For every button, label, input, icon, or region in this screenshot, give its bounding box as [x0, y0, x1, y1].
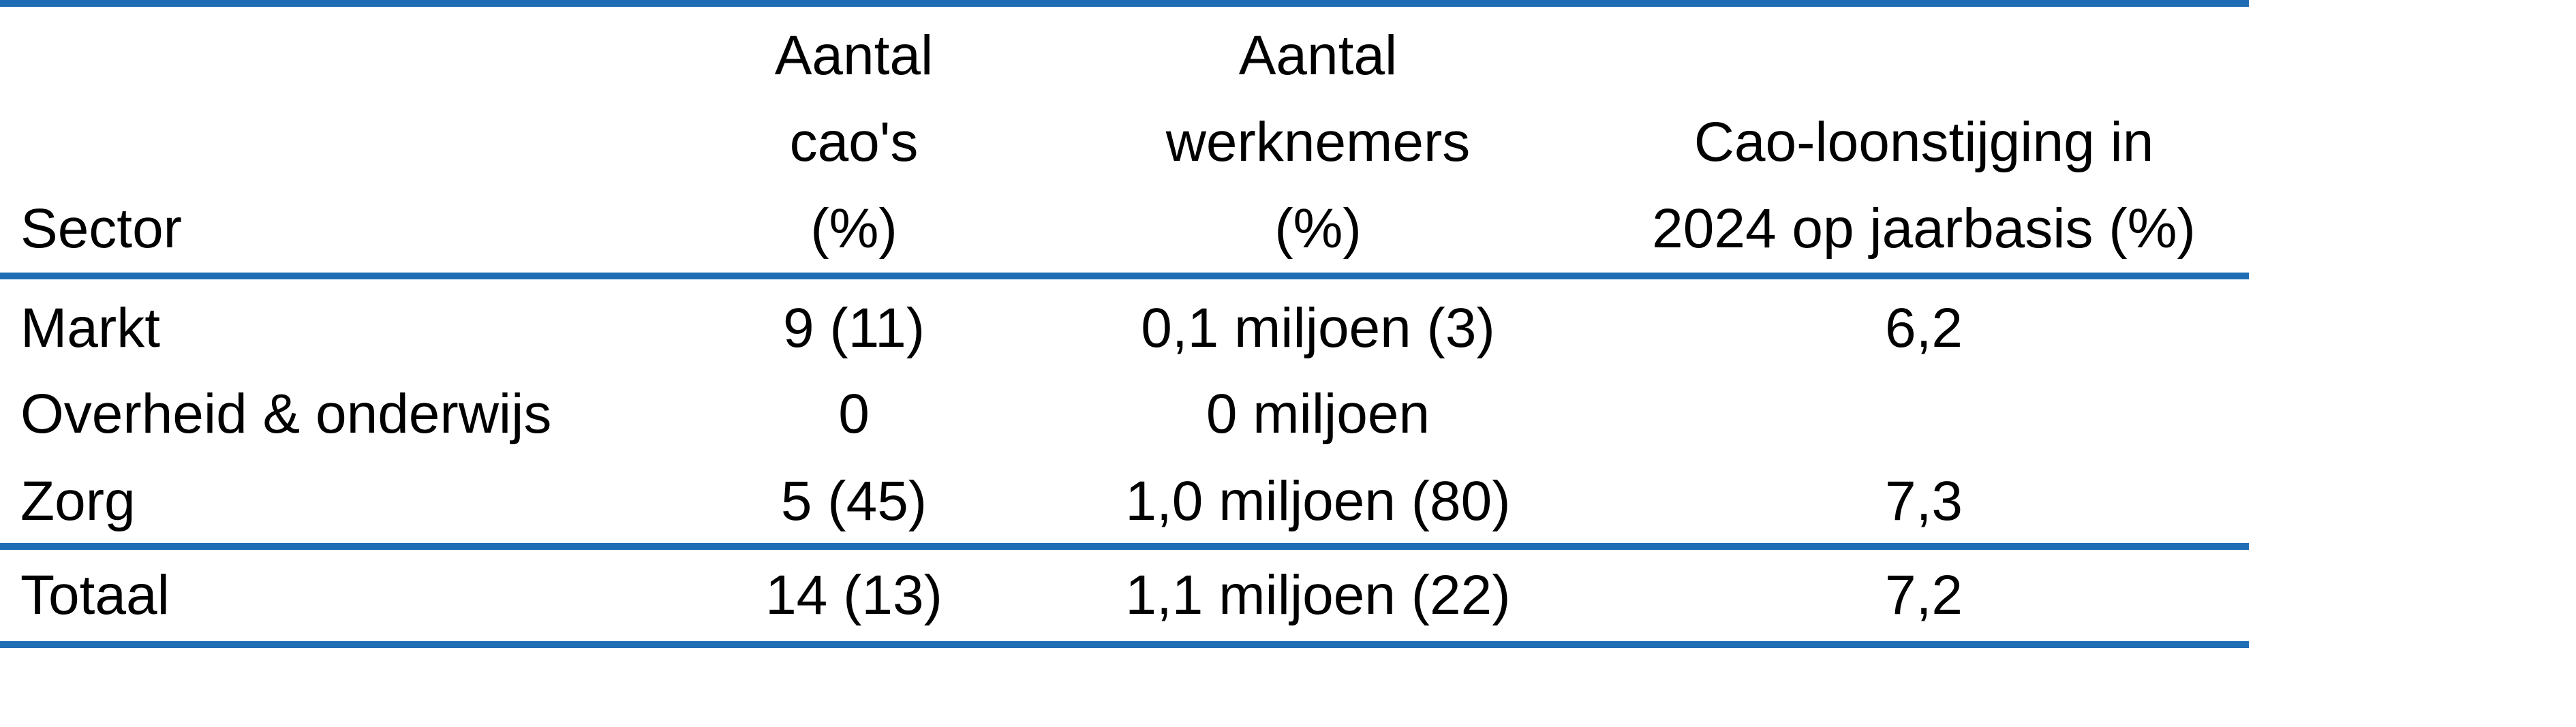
header-cell: werknemers [1165, 111, 1471, 173]
header-cell: Aantal [1239, 25, 1398, 87]
cell: Overheid & onderwijs [20, 383, 551, 445]
cell: 5 (45) [781, 470, 927, 532]
cell: 7,3 [1885, 470, 1963, 532]
total-cell: 14 (13) [765, 564, 942, 626]
cell: 6,2 [1885, 297, 1963, 359]
cell: Markt [20, 297, 160, 359]
header-cell: cao's [790, 111, 919, 173]
total-cell: 7,2 [1885, 564, 1963, 626]
cell: 0,1 miljoen (3) [1141, 297, 1495, 359]
header-cell: Cao-loonstijging in [1694, 111, 2154, 173]
cell: 9 (11) [783, 297, 925, 359]
header-cell: (%) [810, 198, 898, 260]
header-cell: (%) [1274, 198, 1362, 260]
cell: Zorg [20, 470, 136, 532]
header-cell: Aantal [775, 25, 934, 87]
cell: 0 [838, 383, 870, 445]
header-cell: Sector [20, 198, 182, 260]
header-cell: 2024 op jaarbasis (%) [1652, 198, 2196, 260]
cell: 0 miljoen [1206, 383, 1430, 445]
total-cell: Totaal [20, 564, 170, 626]
cell: 1,0 miljoen (80) [1125, 470, 1510, 532]
total-cell: 1,1 miljoen (22) [1125, 564, 1510, 626]
